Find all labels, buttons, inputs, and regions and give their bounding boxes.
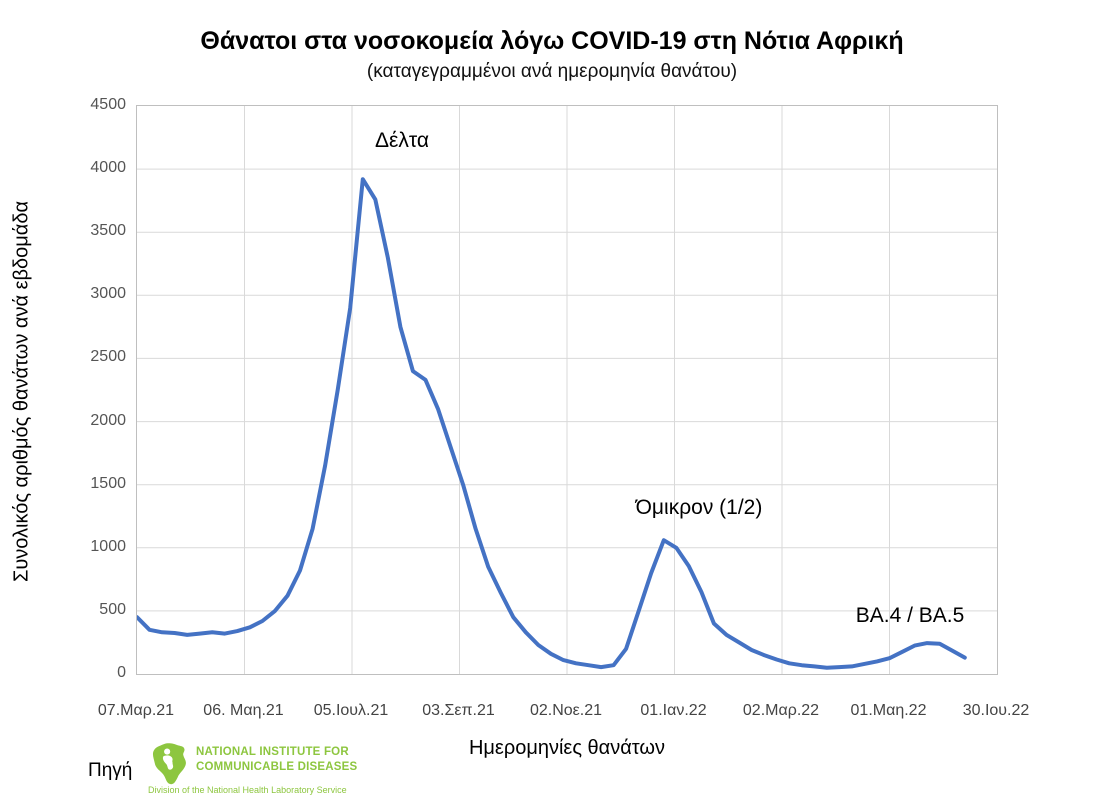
y-tick-label: 3500 <box>90 222 126 240</box>
y-tick-label: 2000 <box>90 411 126 429</box>
chart-title: Θάνατοι στα νοσοκομεία λόγω COVID-19 στη… <box>200 27 904 55</box>
nicd-logo-line2: COMMUNICABLE DISEASES <box>196 761 358 773</box>
x-tick-label: 02.Νοε.21 <box>529 702 603 719</box>
source-label: Πηγή <box>88 760 133 781</box>
x-axis-title: Ημερομηνίες θανάτων <box>468 737 666 759</box>
x-tick-label: 03.Σεπ.21 <box>422 702 495 719</box>
y-tick-label: 4500 <box>90 96 126 113</box>
x-tick-label: 01.Μαη.22 <box>850 702 927 719</box>
y-tick-label: 2500 <box>90 348 126 366</box>
plot-svg <box>137 106 997 674</box>
annotation-omicron: Όμικρον (1/2) <box>635 496 763 519</box>
chart-subtitle: (καταγεγραμμένοι ανά ημερομηνία θανάτου) <box>366 61 738 82</box>
x-tick-label: 02.Μαρ.22 <box>742 702 820 719</box>
deaths-line-series <box>137 177 967 670</box>
africa-icon <box>152 743 186 785</box>
y-tick-label: 1500 <box>90 474 126 492</box>
y-tick-label: 3000 <box>90 285 126 303</box>
nicd-logo-line3: Division of the National Health Laborato… <box>148 785 347 795</box>
nicd-logo-line1: NATIONAL INSTITUTE FOR <box>196 746 349 758</box>
annotation-ba45: BA.4 / BA.5 <box>855 604 965 627</box>
x-tick-label: 30.Ιου.22 <box>962 702 1030 719</box>
x-tick-label: 01.Ιαν.22 <box>640 702 707 719</box>
y-tick-label: 500 <box>99 600 126 618</box>
x-tick-label: 06. Μαη.21 <box>203 702 284 719</box>
nicd-logo: NATIONAL INSTITUTE FOR COMMUNICABLE DISE… <box>148 742 358 798</box>
x-tick-label: 07.Μαρ.21 <box>97 702 175 719</box>
gridlines <box>137 106 997 674</box>
x-tick-label: 05.Ιουλ.21 <box>313 702 389 719</box>
y-tick-label: 0 <box>117 664 126 681</box>
y-tick-label: 1000 <box>90 537 126 555</box>
annotation-delta: Δέλτα <box>374 129 430 152</box>
plot-area: Δέλτα <box>136 105 998 675</box>
y-tick-label: 4000 <box>90 159 126 177</box>
